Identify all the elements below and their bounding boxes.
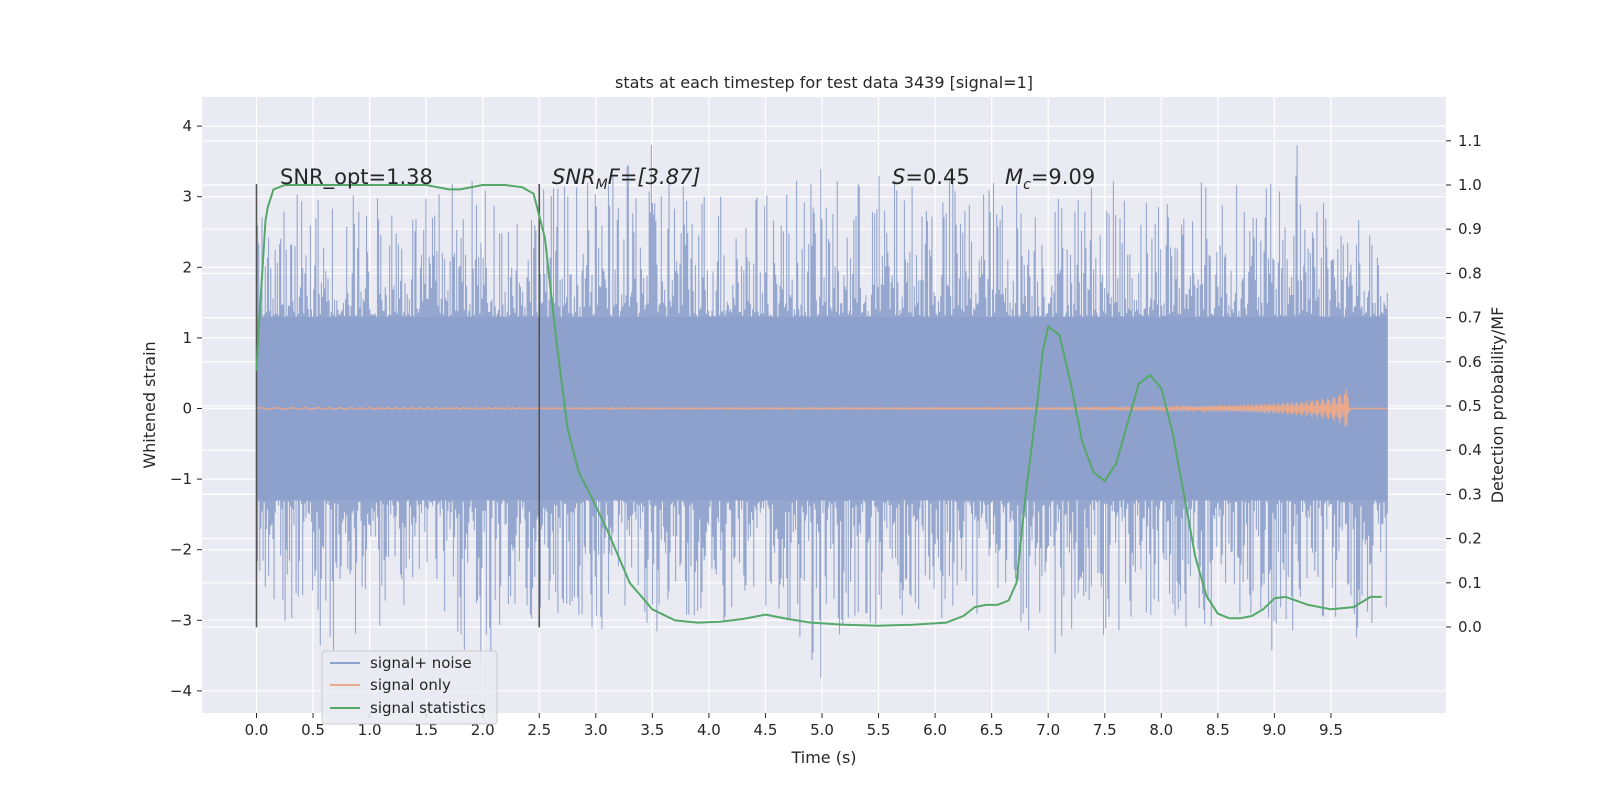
x-tick-label-1: 0.5 — [301, 721, 325, 739]
legend-label-signal-only: signal only — [370, 676, 451, 694]
x-tick-label-9: 4.5 — [754, 721, 778, 739]
x-tick-label-2: 1.0 — [358, 721, 382, 739]
annotation-snr-mf-subscript: M — [596, 177, 608, 193]
x-tick-label-19: 9.5 — [1319, 721, 1343, 739]
y-right-tick-label-8: 0.3 — [1458, 485, 1482, 503]
y-left-tick-label-5: −1 — [170, 470, 192, 488]
x-tick-label-18: 9.0 — [1262, 721, 1286, 739]
legend: signal+ noise signal only signal statist… — [321, 650, 498, 725]
annotation-mc-label: M — [1005, 165, 1023, 189]
annotation-snr-opt: SNR_opt=1.38 — [280, 165, 433, 190]
x-tick-label-6: 3.0 — [584, 721, 608, 739]
x-tick-label-15: 7.5 — [1093, 721, 1117, 739]
annotation-snr-mf-rest: F=[3.87] — [608, 165, 701, 189]
y-left-ticks: 4 3 2 1 0 −1 −2 −3 −4 — [170, 117, 202, 700]
annotation-mc-subscript: c — [1023, 177, 1031, 193]
signal-only-line — [256, 389, 1387, 427]
x-tick-label-8: 4.0 — [697, 721, 721, 739]
y-right-tick-label-7: 0.4 — [1458, 441, 1482, 459]
y-right-tick-label-9: 0.2 — [1458, 530, 1482, 548]
y-left-tick-label-2: 2 — [182, 258, 192, 276]
y-right-tick-label-6: 0.5 — [1458, 397, 1482, 415]
legend-label-signal-statistics: signal statistics — [370, 699, 486, 717]
x-tick-label-5: 2.5 — [527, 721, 551, 739]
signal-statistics-line — [255, 184, 1382, 627]
x-tick-label-11: 5.5 — [867, 721, 891, 739]
annotation-mc-value: =9.09 — [1031, 165, 1095, 189]
y-left-tick-label-0: 4 — [182, 117, 192, 135]
y-left-axis-label: Whitened strain — [140, 341, 159, 468]
annotation-s-value: =0.45 — [905, 165, 969, 189]
annotation-s-label: S — [892, 165, 905, 189]
y-left-tick-label-1: 3 — [182, 188, 192, 206]
annotation-snr-mf-label: SNR — [552, 165, 596, 189]
legend-label-signal-noise: signal+ noise — [370, 654, 472, 672]
y-right-tick-label-0: 1.1 — [1458, 132, 1482, 150]
signal-statistics-series — [255, 184, 1382, 627]
y-left-tick-label-8: −4 — [170, 682, 192, 700]
x-tick-label-4: 2.0 — [471, 721, 495, 739]
x-tick-label-0: 0.0 — [245, 721, 269, 739]
x-ticks: 0.0 0.5 1.0 1.5 2.0 2.5 3.0 3.5 4.0 4.5 5.0 5.5 6.0 6… — [245, 713, 1343, 739]
y-left-tick-label-3: 1 — [182, 329, 192, 347]
vertical-markers — [255, 183, 541, 628]
y-right-ticks: 1.1 1.0 0.9 0.8 0.7 0.6 0.5 0.4 0.3 0.2 0.1 0.0 — [1446, 132, 1482, 636]
annotation-s: S=0.45 — [892, 165, 970, 189]
y-right-tick-label-3: 0.8 — [1458, 264, 1482, 282]
y-right-axis-label: Detection probability/MF — [1488, 307, 1507, 504]
y-right-tick-label-11: 0.0 — [1458, 618, 1482, 636]
y-left-tick-label-7: −3 — [170, 611, 192, 629]
y-right-tick-label-10: 0.1 — [1458, 574, 1482, 592]
annotation-mc: Mc=9.09 — [1005, 165, 1095, 193]
x-tick-label-3: 1.5 — [414, 721, 438, 739]
x-tick-label-17: 8.5 — [1206, 721, 1230, 739]
y-right-tick-label-1: 1.0 — [1458, 176, 1482, 194]
x-tick-label-10: 5.0 — [810, 721, 834, 739]
chart-title: stats at each timestep for test data 343… — [615, 73, 1033, 92]
x-tick-label-16: 8.0 — [1149, 721, 1173, 739]
x-tick-label-14: 7.0 — [1036, 721, 1060, 739]
y-left-tick-label-4: 0 — [182, 400, 192, 418]
x-tick-label-7: 3.5 — [640, 721, 664, 739]
y-right-tick-label-2: 0.9 — [1458, 220, 1482, 238]
y-left-tick-label-6: −2 — [170, 541, 192, 559]
signal-only-series — [256, 389, 1387, 427]
y-right-tick-label-4: 0.7 — [1458, 309, 1482, 327]
x-axis-label: Time (s) — [790, 748, 856, 767]
legend-box — [321, 650, 498, 725]
x-tick-label-12: 6.0 — [923, 721, 947, 739]
annotation-snr-mf: SNRMF=[3.87] — [552, 165, 701, 193]
y-right-tick-label-5: 0.6 — [1458, 353, 1482, 371]
x-tick-label-13: 6.5 — [980, 721, 1004, 739]
